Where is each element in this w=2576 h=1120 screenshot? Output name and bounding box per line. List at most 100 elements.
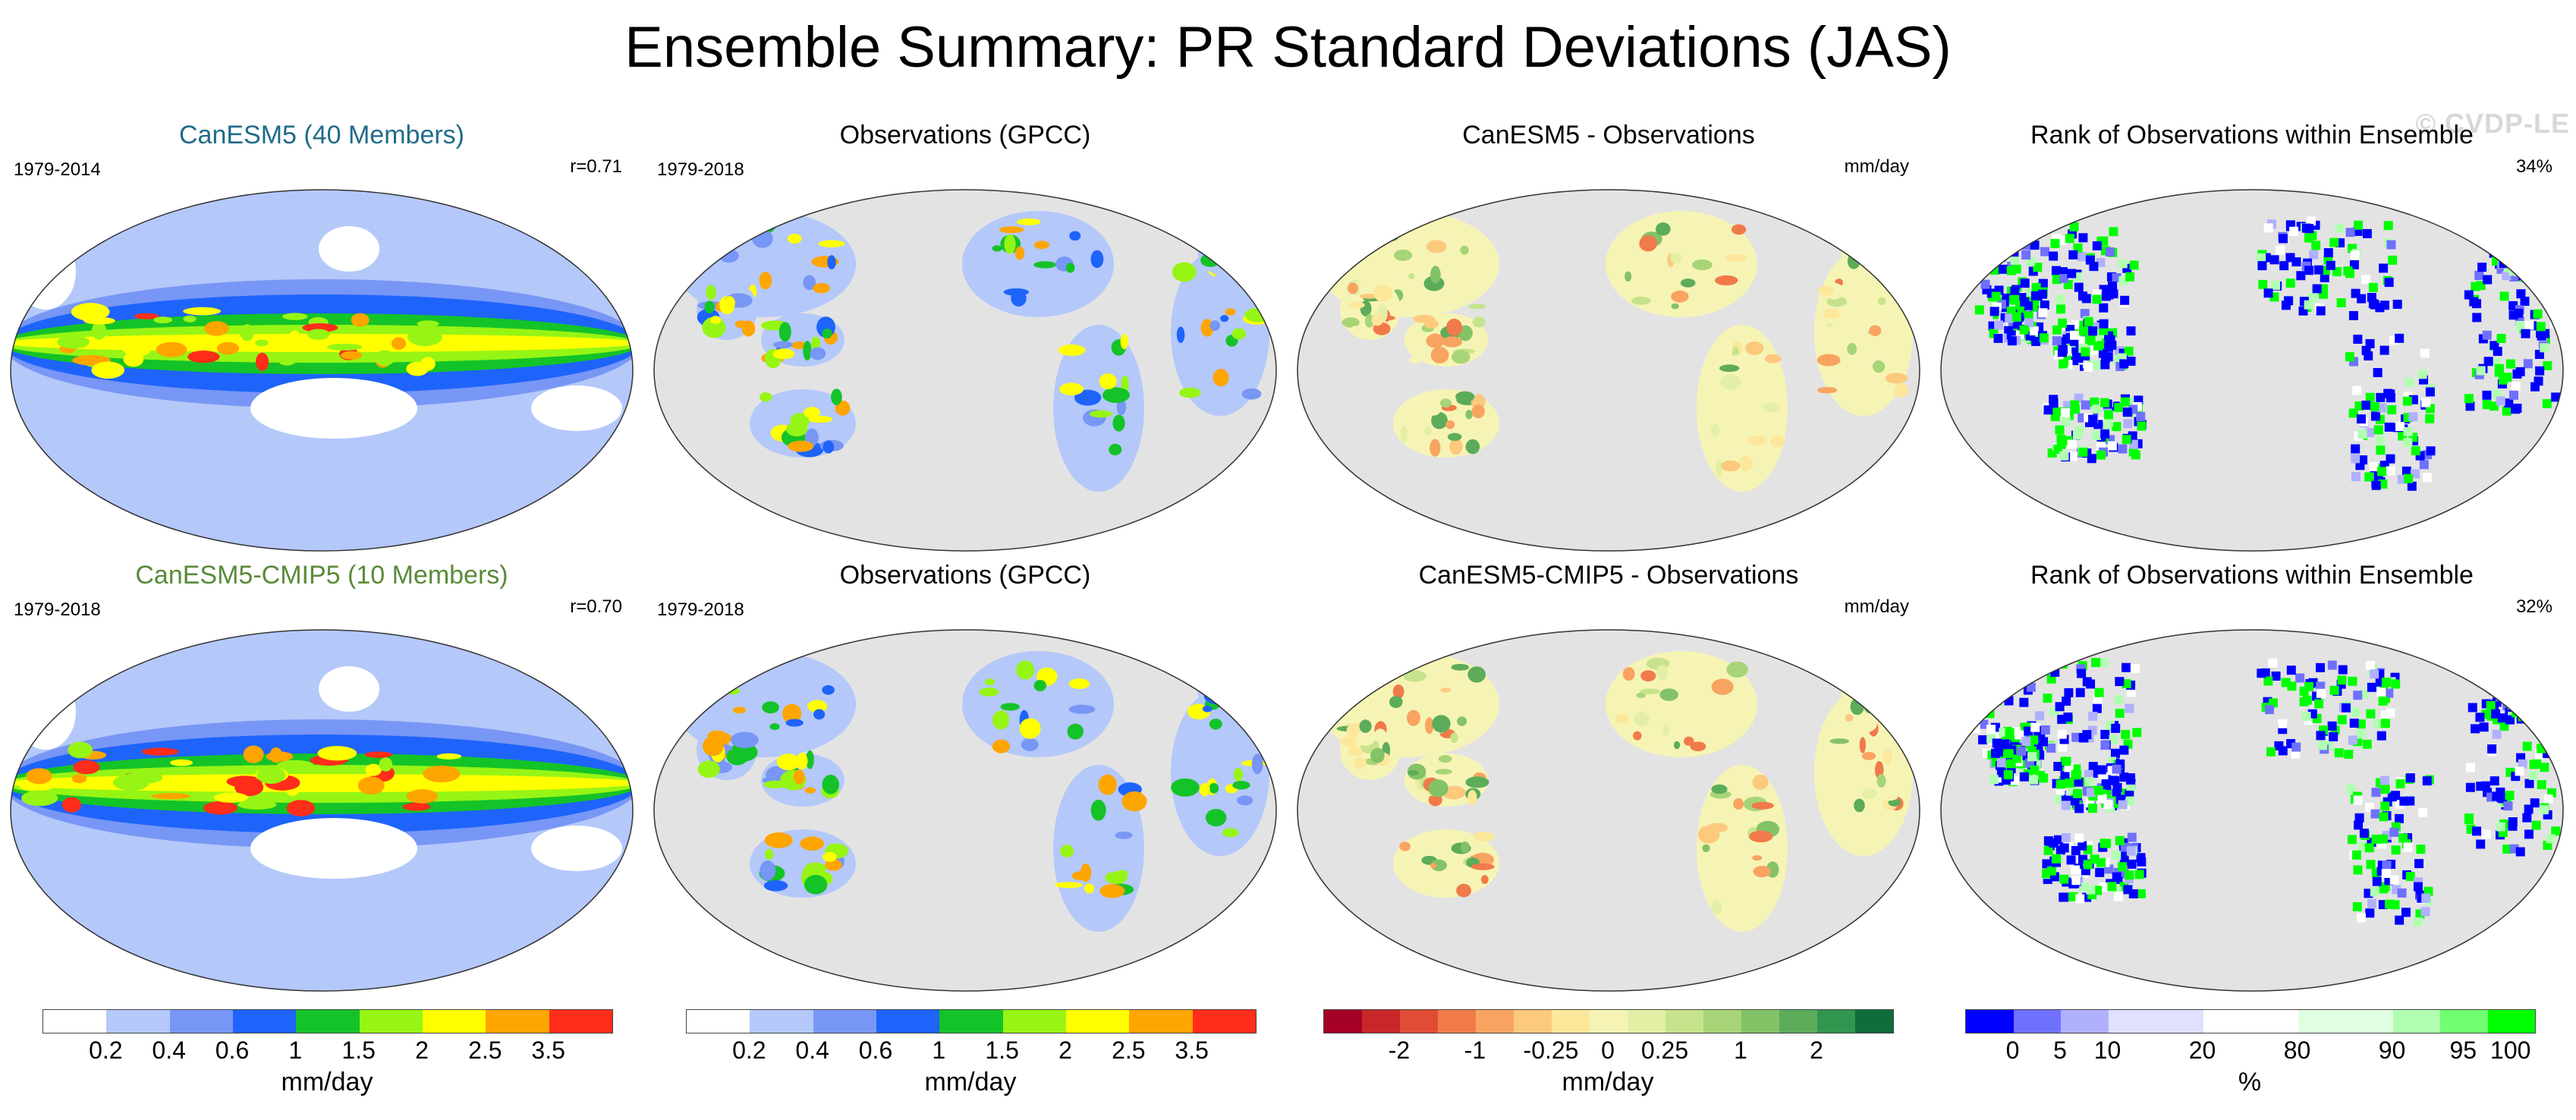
map-blob <box>739 659 754 679</box>
map-cell <box>2496 822 2505 832</box>
map-cell <box>2534 222 2543 232</box>
map-blob <box>979 687 999 697</box>
map-cell <box>2524 804 2534 814</box>
map-cell <box>2055 702 2065 712</box>
map-blob <box>68 741 93 759</box>
map-cell <box>2467 703 2477 713</box>
map-cell <box>2528 224 2538 234</box>
map-cell <box>2067 269 2077 278</box>
map-cell <box>2356 729 2366 739</box>
map-cell <box>2049 838 2059 848</box>
map-cell <box>2115 835 2125 845</box>
map-blob <box>1877 697 1898 710</box>
map-cell <box>2356 719 2366 729</box>
map-cell <box>2464 815 2474 825</box>
map-cell <box>2071 732 2081 742</box>
map-cell <box>2010 286 2020 296</box>
map-cell <box>2377 403 2387 413</box>
map-blob <box>1392 684 1404 699</box>
map-cell <box>2354 813 2364 823</box>
map-blob <box>1636 692 1646 698</box>
map-blob <box>1115 831 1133 839</box>
map-outline <box>1297 629 1920 992</box>
map-cell <box>2005 313 2015 323</box>
map-cell <box>2346 784 2356 794</box>
map-blob <box>1247 706 1266 719</box>
map-cell <box>2508 817 2518 827</box>
map-cell <box>2365 908 2375 918</box>
map-cell <box>2271 281 2281 291</box>
map-cell <box>2498 678 2508 687</box>
map-cell <box>2000 739 2010 749</box>
colorbar-unit: mm/day <box>924 1068 1017 1096</box>
map-cell <box>2380 719 2390 728</box>
map-blob <box>1059 382 1084 395</box>
map-blob <box>1455 391 1475 403</box>
map-cell <box>2350 250 2360 260</box>
map-cell <box>2554 667 2563 677</box>
map-cell <box>2100 429 2110 439</box>
map-cell <box>2556 678 2563 687</box>
map-blob <box>1394 249 1413 261</box>
map-cell <box>2540 260 2549 269</box>
map-cell <box>2100 360 2110 370</box>
map-blob <box>1389 696 1403 708</box>
map-cell <box>2538 244 2548 253</box>
map-cell <box>2077 669 2087 678</box>
map-cell <box>2122 407 2132 417</box>
map-blob <box>1212 238 1237 258</box>
map-cell <box>2376 687 2386 697</box>
map-cell <box>2027 752 2037 762</box>
map-cell <box>2539 705 2549 715</box>
map-cell <box>2408 412 2418 422</box>
map-cell <box>2295 673 2305 683</box>
colorbar-swatch <box>1476 1010 1514 1033</box>
map-cell <box>2085 255 2095 265</box>
map-blob <box>804 407 821 418</box>
map <box>653 629 1277 992</box>
map-cell <box>2384 688 2394 698</box>
map-blob <box>1109 443 1122 456</box>
map-blob <box>1870 260 1883 269</box>
map-cell <box>2403 842 2413 852</box>
map-cell <box>2512 665 2522 675</box>
map-cell <box>1998 264 2008 274</box>
map-cell <box>2352 385 2362 395</box>
map-outline <box>10 629 634 992</box>
map-blob <box>1690 741 1706 752</box>
panel-percent: 34% <box>2515 156 2552 177</box>
map-cell <box>2552 263 2562 273</box>
colorbar-tick-label: 80 <box>2283 1037 2311 1064</box>
map-blob <box>1829 738 1849 744</box>
map-cell <box>2536 688 2546 698</box>
map-cell <box>2062 417 2071 426</box>
map-cell <box>2077 252 2087 262</box>
map-cell <box>2414 859 2424 869</box>
map-blob <box>1622 667 1635 681</box>
map-southern-band <box>11 514 633 551</box>
map-blob <box>134 313 159 319</box>
map-cell <box>2522 663 2532 673</box>
map-cell <box>2351 472 2361 482</box>
map-dry-zone <box>15 234 76 310</box>
map-blob <box>1876 664 1895 677</box>
map-cell <box>2526 712 2536 722</box>
map-cell <box>2136 412 2146 422</box>
colorbar-swatch <box>939 1010 1003 1033</box>
map-cell <box>2388 255 2398 265</box>
map-cell <box>2515 265 2525 275</box>
map-cell <box>2361 345 2371 355</box>
map-cell <box>2413 917 2423 927</box>
map-cell <box>2534 688 2543 698</box>
colorbar-swatch <box>1362 1010 1400 1033</box>
map-blob <box>406 361 429 376</box>
map-cell <box>2137 421 2147 431</box>
map-cell <box>2512 256 2521 266</box>
map-blob <box>407 329 442 347</box>
colorbar-swatch <box>169 1010 233 1033</box>
colorbar-stddev-2: 0.2 0.4 0.6 1 1.5 2 2.5 3.5 mm/day <box>686 1009 1263 1115</box>
map-blob <box>1121 375 1129 392</box>
map-blob <box>984 678 995 686</box>
map-cell <box>2540 246 2549 256</box>
map-cell <box>2551 244 2561 254</box>
